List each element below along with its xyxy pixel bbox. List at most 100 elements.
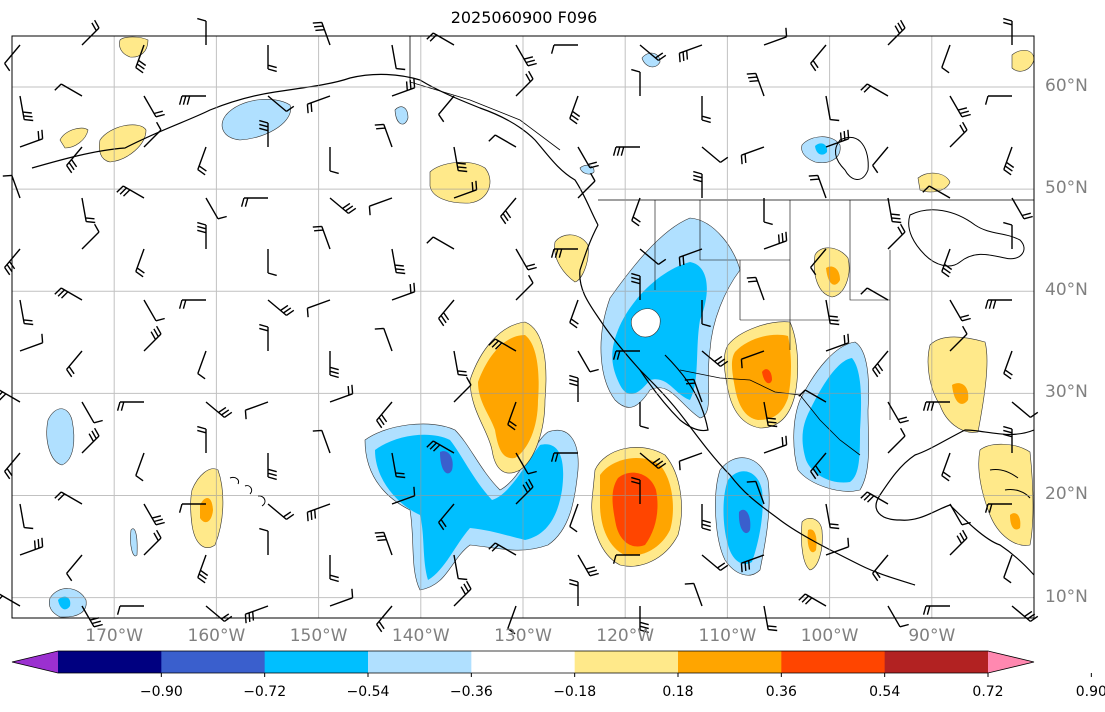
latitude-label: 50°N <box>1045 178 1088 199</box>
wind-barb <box>267 299 295 316</box>
wind-barb <box>178 299 206 309</box>
wind-barb <box>810 452 827 480</box>
positive-hole-southern-california <box>630 308 661 338</box>
negative-anomaly-hawaii-west <box>46 408 75 466</box>
positive-anomaly-gulf-alaska <box>429 161 491 204</box>
wind-barb <box>376 401 393 429</box>
wind-barb <box>639 44 667 61</box>
wind-barb <box>612 350 640 360</box>
wind-barb <box>872 350 889 378</box>
wind-barb <box>701 350 729 367</box>
wind-barb <box>949 325 968 352</box>
wind-barb <box>81 427 100 454</box>
wind-barb <box>569 299 579 329</box>
wind-barb <box>825 503 840 530</box>
wind-barb <box>453 580 472 607</box>
wind-barb <box>639 402 649 430</box>
chart-title: 2025060900 F096 <box>450 8 598 27</box>
wind-barb <box>860 83 889 97</box>
latitude-label: 30°N <box>1045 382 1088 403</box>
caribbean-islands <box>989 469 1031 499</box>
wind-barb <box>197 17 207 45</box>
wind-barb <box>825 95 840 122</box>
negative-anomaly-far-southwest-core <box>58 596 71 610</box>
colorbar-extend-low <box>12 651 58 673</box>
colorbar-tick-label: 0.36 <box>765 684 797 700</box>
wind-barb <box>825 537 850 556</box>
anomaly-contours <box>46 36 1035 618</box>
longitude-label: 110°W <box>698 626 757 646</box>
latitude-label: 40°N <box>1045 280 1088 301</box>
wind-barb <box>701 96 711 124</box>
negative-anomaly-canada-core <box>815 143 828 155</box>
positive-anomaly-arizona-core <box>762 369 772 384</box>
colorbar-segment <box>161 651 266 673</box>
wind-barb <box>763 198 773 226</box>
wind-barb <box>1003 350 1013 380</box>
wind-barb <box>701 300 711 328</box>
wind-barb <box>267 95 295 112</box>
wind-barb <box>740 146 765 165</box>
wind-barb <box>205 401 233 418</box>
wind-barb <box>763 231 788 250</box>
negative-anomaly-small-south <box>130 528 138 557</box>
wind-barb <box>374 123 393 148</box>
wind-barb <box>116 605 144 615</box>
wind-barb <box>631 68 641 96</box>
positive-anomaly-hudson <box>917 172 951 193</box>
wind-barb <box>872 146 889 174</box>
wind-barb <box>684 582 703 607</box>
wind-barb <box>810 44 827 72</box>
wind-barb <box>941 44 951 74</box>
wind-barb <box>515 452 537 475</box>
negative-anomaly-texas-core <box>802 358 862 483</box>
wind-barb <box>116 401 144 411</box>
longitude-label: 160°W <box>187 626 246 646</box>
longitude-label: 170°W <box>85 626 144 646</box>
wind-barb <box>368 197 393 216</box>
wind-barb <box>0 593 21 607</box>
wind-barb <box>391 248 406 275</box>
wind-barb <box>678 452 703 471</box>
wind-barb <box>740 554 765 573</box>
wind-barb <box>577 172 596 199</box>
wind-barb <box>808 174 827 199</box>
wind-barb <box>763 435 788 454</box>
wind-barb <box>267 45 277 73</box>
wind-barb <box>197 554 209 584</box>
wind-barb <box>941 248 953 278</box>
colorbar-segment <box>58 651 162 673</box>
wind-barb <box>639 248 667 265</box>
wind-barb <box>577 146 599 169</box>
wind-barb <box>81 223 100 250</box>
wind-barb <box>312 21 331 46</box>
gridlines <box>12 36 1034 618</box>
wind-barb <box>798 389 827 403</box>
wind-barb <box>19 299 34 326</box>
wind-barb <box>66 350 83 378</box>
wind-barb <box>922 185 951 199</box>
wind-barb <box>54 287 83 301</box>
wind-barb <box>205 197 227 220</box>
wind-barb <box>746 480 765 505</box>
negative-anomaly-gulf-alaska <box>221 99 291 141</box>
wind-barb <box>825 129 850 148</box>
negative-anomaly-alaska-small <box>394 106 409 125</box>
wind-barb <box>1003 146 1015 176</box>
longitude-label: 150°W <box>289 626 348 646</box>
wind-barb <box>391 78 416 97</box>
wind-barb <box>19 537 44 556</box>
wind-barb <box>515 478 534 505</box>
wind-barb <box>453 376 472 403</box>
wind-barb <box>391 282 416 301</box>
wind-barb <box>631 476 641 504</box>
wind-barb <box>143 325 162 352</box>
colorbar-extend-high <box>988 651 1034 673</box>
wind-barb <box>143 95 165 118</box>
wind-barb <box>81 197 96 224</box>
wind-barb <box>267 503 295 520</box>
longitude-label: 90°W <box>908 626 956 646</box>
wind-barb <box>240 197 268 207</box>
wind-barb <box>798 593 827 607</box>
wind-barb <box>550 44 578 54</box>
